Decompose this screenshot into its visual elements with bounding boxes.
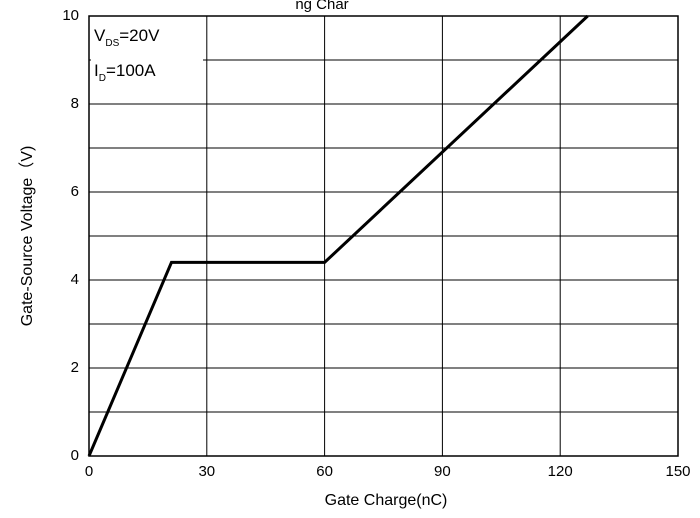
x-tick-label: 150: [665, 463, 690, 480]
x-tick-label: 90: [434, 463, 451, 480]
grid: [89, 16, 678, 456]
conditions-box: [91, 17, 203, 97]
y-tick-label: 6: [71, 183, 79, 200]
plot-frame: [88, 15, 679, 457]
x-tick-label: 30: [198, 463, 215, 480]
tick-labels: 0 30 60 90 120 150 0 2 4 6 8 10: [62, 7, 690, 480]
y-axis-label: Gate-Source Voltage（V): [18, 146, 36, 327]
vds-condition: VDS=20V: [94, 26, 160, 49]
conditions-legend: VDS=20V ID=100A: [91, 17, 203, 97]
y-tick-label: 8: [71, 95, 79, 112]
gate-charge-curve: [87, 14, 589, 457]
x-tick-label: 120: [548, 463, 573, 480]
x-tick-label: 60: [316, 463, 333, 480]
id-condition: ID=100A: [94, 61, 156, 84]
y-tick-label: 4: [71, 271, 79, 288]
x-axis-label: Gate Charge(nC): [325, 492, 448, 509]
y-tick-label: 10: [62, 7, 79, 24]
y-tick-label: 2: [71, 359, 79, 376]
x-tick-label: 0: [85, 463, 93, 480]
chart-title: ng Char: [295, 0, 348, 13]
series-layer: [87, 14, 589, 457]
y-tick-label: 0: [71, 447, 79, 464]
